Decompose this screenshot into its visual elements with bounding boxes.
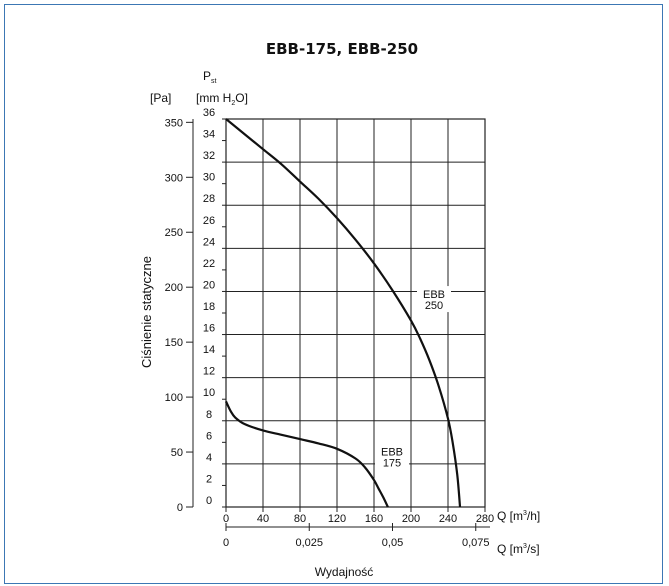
y-tick-label-mm: 8	[206, 409, 212, 421]
y-tick-label-mm: 10	[203, 387, 215, 399]
y-tick-label-mm: 4	[206, 452, 212, 464]
x-axis-m3h: 0 40 80 120 160 200 240 280	[223, 507, 494, 525]
x2-tick-label: 0,075	[462, 537, 490, 549]
y-tick-label-mm: 12	[203, 366, 215, 378]
y-axis-label: Ciśnienie statyczne	[139, 256, 154, 368]
series-ebb-250-label: EBB	[423, 289, 445, 301]
x-tick-label: 160	[365, 513, 383, 525]
y-tick-label-mm: 22	[203, 258, 215, 270]
y-right-symbol: Pst	[203, 69, 217, 85]
x2-tick-label: 0,025	[295, 537, 323, 549]
y-tick-label-mm: 6	[206, 430, 212, 442]
series-ebb-250-curve	[225, 118, 462, 508]
y-left-unit: [Pa]	[150, 91, 171, 105]
series-ebb-250-label: 250	[425, 300, 443, 312]
y-right-unit: [mm H2O]	[196, 91, 248, 107]
x-tick-label: 40	[257, 513, 269, 525]
x-axis-bottom-label: Q [m3/s]	[497, 542, 540, 556]
y-tick-label-pa: 50	[171, 447, 183, 459]
y-tick-label-pa: 150	[165, 337, 183, 349]
y-axis-pa: 0 50 100 150 200 250 300 350	[165, 117, 194, 514]
y-tick-label-mm: 0	[206, 495, 212, 507]
y-tick-label-pa: 0	[177, 502, 183, 514]
y-tick-label-pa: 250	[165, 227, 183, 239]
series-ebb-175-curve	[225, 400, 389, 508]
x-axis-top-label: Q [m3/h]	[497, 509, 540, 523]
x-axis-m3s: 0 0,025 0,05 0,075	[223, 523, 490, 549]
y-tick-label-mm: 16	[203, 323, 215, 335]
x2-tick-label: 0	[223, 537, 229, 549]
grid	[225, 118, 486, 508]
x-axis-label: Wydajność	[315, 565, 374, 579]
x-tick-label: 80	[294, 513, 306, 525]
y-tick-label-mm: 24	[203, 236, 215, 248]
y-tick-label-pa: 350	[165, 117, 183, 129]
y-tick-label-mm: 14	[203, 344, 215, 356]
y-tick-label-pa: 100	[165, 392, 183, 404]
y-tick-label-mm: 28	[203, 193, 215, 205]
y-tick-label-mm: 36	[203, 107, 215, 119]
y-tick-label-mm: 26	[203, 215, 215, 227]
x2-tick-label: 0,05	[382, 537, 403, 549]
x-tick-label: 240	[439, 513, 457, 525]
series-ebb-250-label-bg	[417, 286, 451, 313]
y-tick-label-mm: 2	[206, 473, 212, 485]
y-tick-label-pa: 200	[165, 282, 183, 294]
y-tick-label-pa: 300	[165, 172, 183, 184]
chart-frame	[4, 4, 663, 584]
x-tick-label: 120	[328, 513, 346, 525]
x-tick-label: 280	[476, 513, 494, 525]
y-tick-label-mm: 20	[203, 279, 215, 291]
x-tick-label: 200	[402, 513, 420, 525]
y-tick-label-mm: 18	[203, 301, 215, 313]
y-tick-label-mm: 32	[203, 150, 215, 162]
chart-title: EBB-175, EBB-250	[266, 40, 418, 58]
y-tick-label-mm: 34	[203, 129, 215, 141]
series-ebb-175-label-bg	[375, 443, 409, 470]
series-ebb-175-label: EBB	[381, 446, 403, 458]
y-tick-label-mm: 30	[203, 172, 215, 184]
plot-border	[225, 118, 486, 508]
series-ebb-175-label: 175	[383, 457, 401, 469]
x-tick-label: 0	[223, 513, 229, 525]
